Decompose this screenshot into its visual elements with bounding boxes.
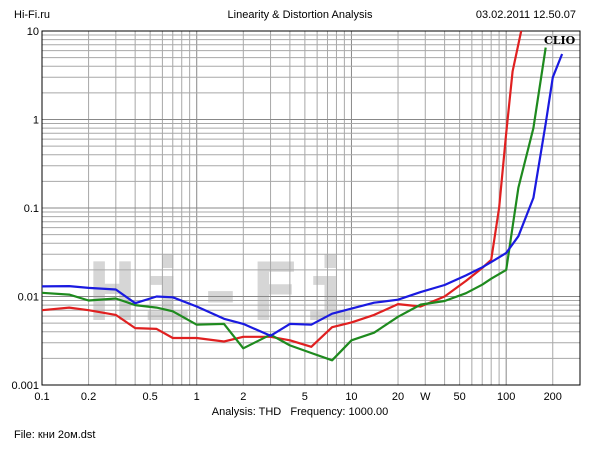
- y-tick-label: 1: [33, 115, 39, 127]
- y-tick-label: 0.1: [24, 203, 39, 215]
- timestamp: 03.02.2011 12.50.07: [475, 9, 576, 21]
- series-group: [41, 30, 564, 362]
- plot-frame: [41, 30, 581, 386]
- x-tick-label: W: [420, 391, 431, 403]
- frequency-label: Frequency: 1000.00: [290, 406, 389, 418]
- y-tick-label: 0.001: [11, 380, 39, 392]
- x-tick-label: 200: [544, 391, 562, 403]
- series-line-2: [41, 47, 547, 362]
- series-line-1: [41, 30, 523, 348]
- chart-title: Linearity & Distortion Analysis: [227, 9, 373, 21]
- x-tick-label: 20: [392, 391, 404, 403]
- x-tick-label: 1: [194, 391, 200, 403]
- x-tick-label: 5: [302, 391, 308, 403]
- clio-mark: CLIO: [544, 34, 576, 47]
- x-tick-label: 10: [345, 391, 357, 403]
- file-label: File: кни 2ом.dst: [14, 429, 96, 441]
- x-tick-label: 2: [240, 391, 246, 403]
- y-tick-label: 0.01: [18, 292, 39, 304]
- grid: [42, 31, 580, 385]
- y-axis-ticks: 10 1 0.1 0.01 0.001: [11, 26, 39, 392]
- analysis-label: Analysis: THD: [211, 406, 282, 418]
- x-tick-label: 100: [497, 391, 515, 403]
- x-tick-label: 0.2: [81, 391, 96, 403]
- x-tick-label: 0.1: [34, 391, 49, 403]
- analysis-info: Analysis: THD Frequency: 1000.00: [0, 406, 600, 418]
- x-axis-ticks: 0.1 0.2 0.5 1 2 5 10 20 W 50 100 200: [34, 391, 562, 403]
- series-line-3: [41, 53, 564, 337]
- y-tick-label: 10: [27, 26, 39, 38]
- x-tick-label: 50: [453, 391, 465, 403]
- watermark: Hi-Fi: [88, 246, 359, 339]
- brand-label: Hi-Fi.ru: [14, 9, 51, 21]
- x-tick-label: 0.5: [143, 391, 158, 403]
